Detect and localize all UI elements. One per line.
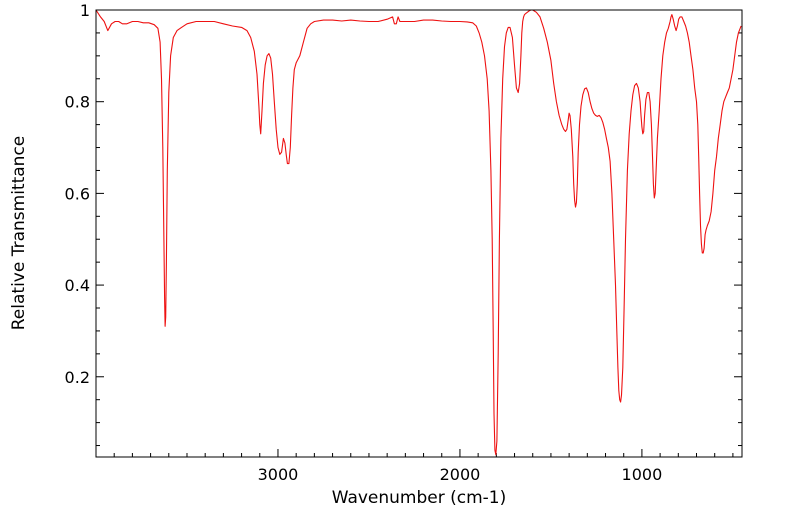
y-tick-label: 0.2 xyxy=(65,368,90,387)
y-axis-title: Relative Transmittance xyxy=(9,136,29,331)
y-tick-label: 1 xyxy=(80,1,90,20)
x-tick-label: 3000 xyxy=(258,465,299,484)
x-axis-title: Wavenumber (cm-1) xyxy=(332,488,507,508)
axis-ticks xyxy=(96,32,742,457)
x-tick-label: 1000 xyxy=(622,465,663,484)
y-tick-label: 0.6 xyxy=(65,184,90,203)
y-tick-label: 0.4 xyxy=(65,276,90,295)
x-tick-label: 2000 xyxy=(440,465,481,484)
spectrum-line xyxy=(95,9,742,456)
y-tick-label: 0.8 xyxy=(65,93,90,112)
tick-labels: 3000 2000 1000 0.2 0.4 0.6 0.8 1 xyxy=(65,1,663,484)
plot-frame xyxy=(95,9,743,458)
